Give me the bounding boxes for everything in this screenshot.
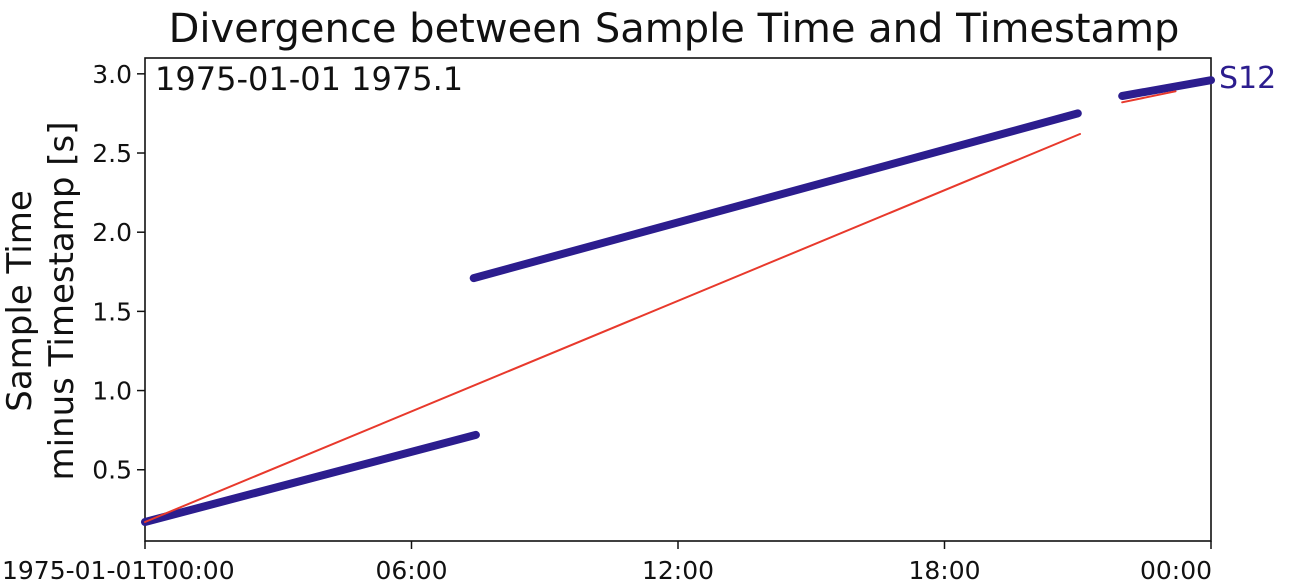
series-s12-segment-3 xyxy=(1118,76,1215,100)
series-s12-segment-2 xyxy=(469,109,1082,283)
y-tick-label: 2.5 xyxy=(92,139,132,168)
fit-line-segment-1 xyxy=(144,133,1081,523)
x-tick-label: 12:00 xyxy=(642,556,714,585)
x-tick-label: 18:00 xyxy=(908,556,980,585)
fit-line-segment-2 xyxy=(1121,90,1177,104)
date-annotation: 1975-01-01 1975.1 xyxy=(155,60,463,98)
y-tick-label: 1.0 xyxy=(92,377,132,406)
y-axis-label-line-2: minus Timestamp [s] xyxy=(42,121,82,480)
x-tick-label: 1975-01-01T00:00 xyxy=(2,556,235,585)
y-tick-label: 1.5 xyxy=(92,297,132,326)
y-axis-ticks: 0.5 1.0 1.5 2.0 2.5 3.0 xyxy=(92,60,145,485)
x-axis-ticks: 1975-01-01T00:00 06:00 12:00 18:00 00:00 xyxy=(2,541,1212,585)
y-axis-label: Sample Time minus Timestamp [s] xyxy=(0,121,82,480)
y-axis-label-line-1: Sample Time xyxy=(0,190,40,412)
x-tick-label: 00:00 xyxy=(1140,556,1212,585)
series-s12-segment-1 xyxy=(141,430,480,526)
plot-area xyxy=(144,57,1212,542)
series-layer xyxy=(141,76,1215,526)
y-tick-label: 0.5 xyxy=(92,456,132,485)
y-tick-label: 2.0 xyxy=(92,218,132,247)
y-tick-label: 3.0 xyxy=(92,60,132,89)
series-label-s12: S12 xyxy=(1219,61,1276,96)
chart-title: Divergence between Sample Time and Times… xyxy=(169,6,1180,52)
x-tick-label: 06:00 xyxy=(375,556,447,585)
